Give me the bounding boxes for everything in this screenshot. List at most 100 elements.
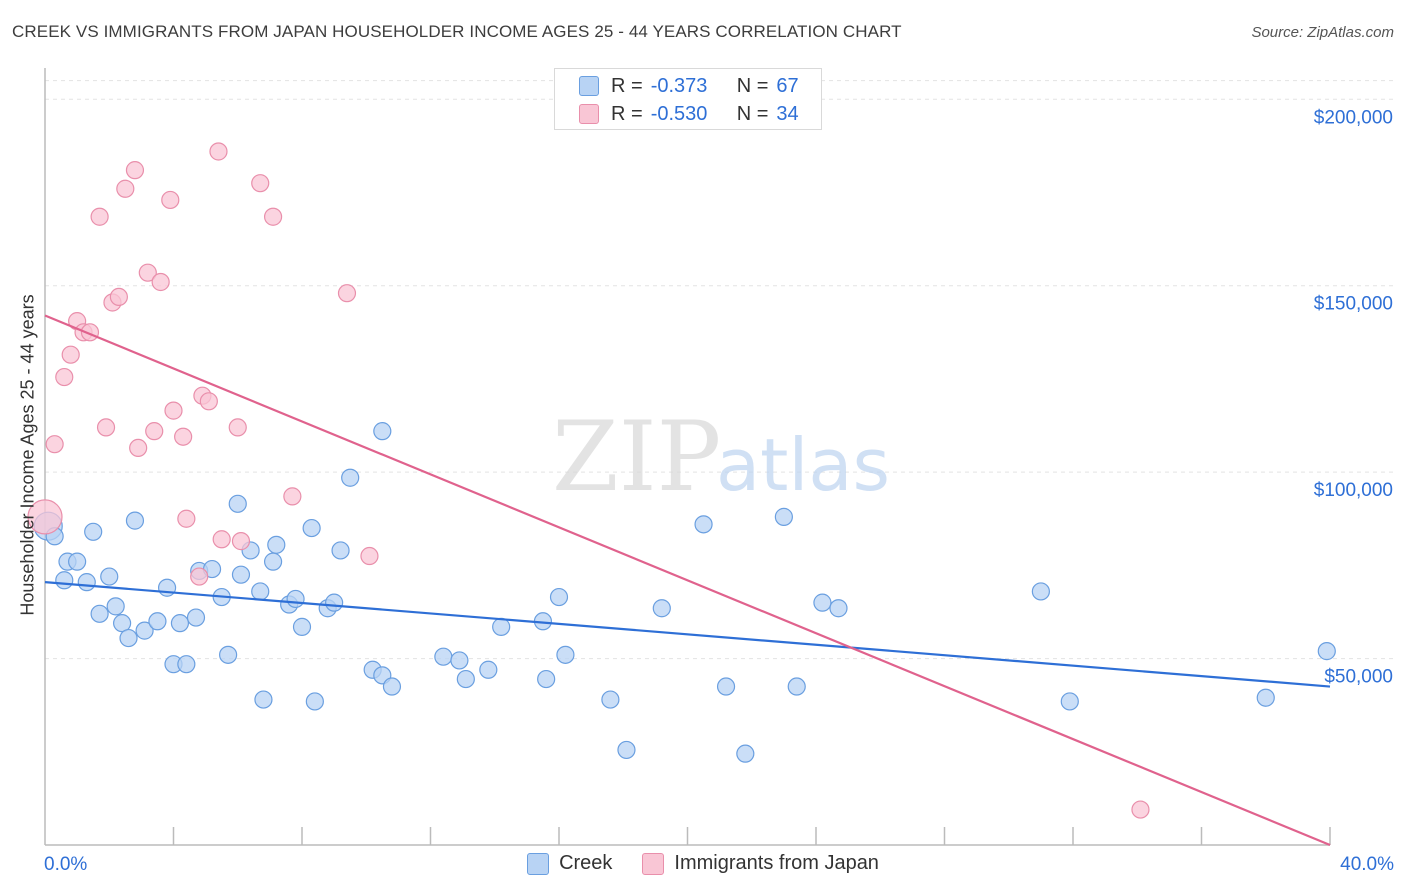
data-point-creek bbox=[617, 740, 636, 760]
x-tick-label: 0.0% bbox=[44, 854, 87, 875]
axis-layer bbox=[44, 68, 1331, 846]
data-point-creek bbox=[325, 593, 344, 612]
series-legend-label-japan: Immigrants from Japan bbox=[674, 852, 879, 874]
data-point-japan bbox=[96, 418, 116, 437]
data-point-creek bbox=[263, 552, 283, 571]
data-point-japan bbox=[116, 179, 135, 198]
data-point-creek bbox=[254, 690, 273, 709]
series-legend-swatch-japan bbox=[642, 852, 665, 875]
data-point-creek bbox=[219, 645, 238, 664]
data-point-creek bbox=[251, 582, 270, 601]
data-point-creek bbox=[479, 660, 498, 679]
data-point-japan bbox=[129, 438, 148, 458]
data-point-creek bbox=[157, 578, 177, 597]
legend-r-value-japan: -0.530 bbox=[650, 102, 708, 125]
series-legend-item-creek[interactable]: Creek bbox=[527, 852, 612, 875]
legend-row-creek: R = -0.373 N = 67 bbox=[579, 73, 799, 99]
data-point-creek bbox=[286, 589, 305, 609]
data-point-japan bbox=[231, 532, 251, 551]
data-point-japan bbox=[27, 499, 63, 535]
data-point-creek bbox=[331, 541, 350, 560]
data-point-creek bbox=[736, 744, 755, 763]
data-point-creek bbox=[177, 655, 196, 674]
data-point-creek bbox=[382, 677, 402, 696]
data-point-creek bbox=[100, 567, 119, 586]
y-tick-label: $100,000 bbox=[1314, 480, 1393, 501]
data-point-creek bbox=[456, 669, 475, 689]
legend-row-japan: R = -0.530 N = 34 bbox=[579, 101, 799, 127]
data-point-creek bbox=[170, 614, 190, 633]
data-point-japan bbox=[360, 546, 379, 566]
data-point-japan bbox=[1131, 800, 1150, 819]
data-point-creek bbox=[186, 608, 206, 627]
data-point-japan bbox=[337, 284, 357, 303]
data-point-creek bbox=[106, 597, 125, 616]
data-point-creek bbox=[135, 621, 154, 640]
data-point-japan bbox=[90, 207, 109, 226]
data-point-creek bbox=[1060, 692, 1079, 711]
data-point-creek bbox=[601, 690, 620, 709]
source-label: Source: ZipAtlas.com bbox=[1251, 24, 1394, 41]
trend-line-japan bbox=[44, 314, 1331, 847]
legend-n-value-japan: 34 bbox=[776, 102, 799, 125]
data-point-japan bbox=[138, 263, 157, 282]
data-point-japan bbox=[145, 422, 164, 441]
data-point-japan bbox=[177, 509, 196, 528]
data-point-japan bbox=[125, 161, 145, 180]
data-point-creek bbox=[652, 599, 671, 618]
data-point-creek bbox=[125, 511, 145, 530]
series-legend-item-japan[interactable]: Immigrants from Japan bbox=[642, 852, 879, 875]
data-point-creek bbox=[537, 669, 556, 689]
watermark: ZIP atlas bbox=[552, 401, 890, 513]
data-point-japan bbox=[190, 567, 209, 586]
data-point-creek bbox=[90, 604, 109, 623]
series-legend: Creek Immigrants from Japan bbox=[0, 852, 1406, 875]
watermark-zip: ZIP bbox=[552, 401, 721, 513]
data-point-japan bbox=[61, 345, 80, 364]
data-point-japan bbox=[251, 174, 270, 193]
data-point-creek bbox=[549, 587, 569, 607]
watermark-atlas: atlas bbox=[716, 423, 890, 507]
data-point-creek bbox=[148, 612, 167, 631]
data-point-creek bbox=[434, 647, 453, 666]
data-point-creek bbox=[77, 573, 96, 592]
data-point-creek bbox=[450, 651, 469, 670]
data-point-japan bbox=[174, 427, 193, 446]
data-point-creek bbox=[829, 599, 848, 618]
data-point-japan bbox=[209, 142, 228, 161]
data-point-japan bbox=[45, 435, 64, 454]
data-point-creek bbox=[231, 565, 251, 584]
data-point-japan bbox=[263, 207, 283, 226]
data-point-japan bbox=[212, 530, 231, 549]
series-legend-label-creek: Creek bbox=[559, 852, 613, 874]
data-point-creek bbox=[302, 518, 321, 538]
chart-title: CREEK VS IMMIGRANTS FROM JAPAN HOUSEHOLD… bbox=[12, 22, 902, 41]
data-point-creek bbox=[556, 645, 575, 664]
data-point-japan bbox=[283, 487, 302, 506]
data-point-creek bbox=[292, 617, 312, 636]
y-tick-label: $150,000 bbox=[1314, 294, 1393, 315]
data-point-japan bbox=[199, 392, 218, 411]
y-axis-label: Householder Income Ages 25 - 44 years bbox=[17, 294, 38, 616]
legend-r-label: R = bbox=[611, 102, 643, 125]
data-point-creek bbox=[787, 677, 806, 696]
legend-r-value-creek: -0.373 bbox=[650, 74, 708, 97]
data-point-creek bbox=[305, 692, 324, 711]
data-point-japan bbox=[164, 401, 183, 420]
legend-n-value-creek: 67 bbox=[776, 74, 799, 97]
data-point-creek bbox=[1256, 688, 1275, 707]
data-point-creek bbox=[492, 617, 511, 636]
data-point-creek bbox=[341, 468, 360, 487]
data-point-creek bbox=[694, 515, 713, 534]
correlation-legend: R = -0.373 N = 67 R = -0.530 N = 34 bbox=[554, 68, 822, 130]
ticklabel-layer: $50,000 $100,000 $150,000 $200,000 0.0% 40.0% bbox=[44, 107, 1394, 875]
data-point-creek bbox=[774, 507, 793, 526]
data-point-creek bbox=[84, 522, 103, 541]
trend-layer bbox=[44, 314, 1331, 847]
legend-n-label: N = bbox=[736, 102, 769, 125]
data-point-japan bbox=[228, 418, 247, 437]
data-point-creek bbox=[55, 571, 74, 590]
legend-n-label: N = bbox=[736, 74, 769, 97]
legend-swatch-japan bbox=[579, 104, 599, 124]
